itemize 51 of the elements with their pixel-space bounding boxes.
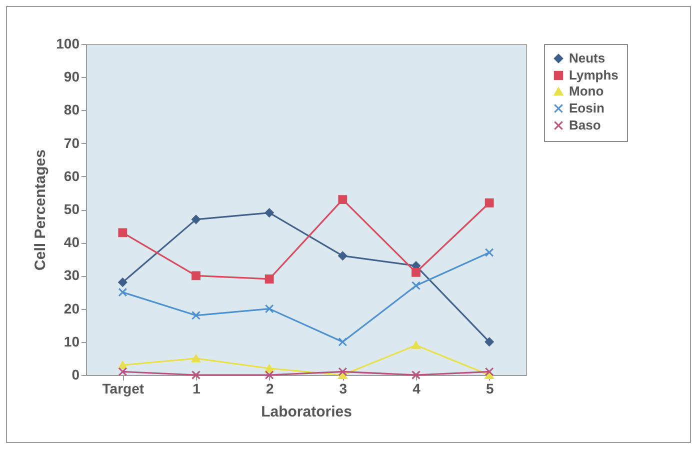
point [484,248,494,257]
legend-label: Mono [569,84,604,98]
point [338,195,348,204]
point [338,251,348,260]
point [412,268,420,277]
x-tick-label: 1 [192,380,201,396]
x-tick-label: Target [102,380,144,396]
point [484,367,494,376]
point [192,214,200,224]
point [118,278,128,287]
point [264,274,274,284]
legend-label: Lymphs [569,68,618,82]
point [264,364,274,372]
x-tick-label: 3 [339,380,348,396]
point [192,354,200,362]
y-tick-label: 20 [64,300,80,316]
y-tick-label: 60 [64,168,80,184]
point [192,310,200,320]
point [118,361,128,370]
legend-label: Baso [569,118,601,132]
x-tick-label: 5 [486,380,494,396]
point [412,370,420,380]
point [338,367,348,376]
y-tick-label: 100 [56,36,80,52]
point [484,198,494,208]
y-tick-label: 30 [64,267,80,284]
y-tick-label: 50 [64,201,80,217]
y-tick-label: 10 [64,333,80,350]
y-tick-label: 70 [64,134,80,151]
point [264,370,274,380]
point [264,304,274,314]
point [412,341,420,350]
x-axis-title: Laboratories [261,404,352,420]
y-axis-title: Cell Percentages [32,150,50,270]
point [484,337,494,346]
point [118,228,128,238]
y-tick-label: 0 [72,366,80,382]
x-tick-label: 2 [266,380,274,396]
y-tick-label: 90 [64,68,80,85]
legend-label: Neuts [569,50,606,66]
point [192,271,200,280]
x-tick-label: 4 [412,380,421,396]
point [118,288,128,297]
y-tick-label: 40 [64,234,80,250]
point [412,281,420,290]
point [264,208,274,218]
point [118,367,128,376]
point [338,337,348,346]
y-tick-label: 80 [64,102,80,118]
legend-label: Eosin [569,100,604,116]
point [192,370,200,380]
